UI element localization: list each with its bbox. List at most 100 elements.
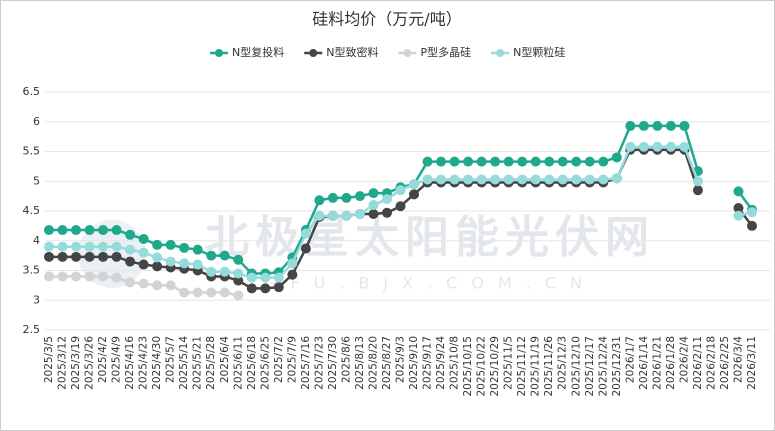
data-point [152, 252, 163, 263]
data-point [138, 259, 149, 270]
data-point [273, 272, 284, 283]
data-point [449, 174, 460, 185]
x-tick-label: 2025/3/5 [43, 336, 55, 383]
data-point [463, 174, 474, 185]
data-point [679, 120, 690, 131]
x-tick-label: 2025/8/20 [367, 336, 379, 390]
data-point [260, 272, 271, 283]
data-point [747, 220, 757, 231]
data-point [611, 152, 622, 163]
data-point [665, 141, 676, 152]
data-point [57, 241, 68, 252]
x-tick-label: 2025/9/17 [422, 336, 434, 390]
data-point [165, 280, 176, 291]
data-point [517, 174, 528, 185]
data-point [111, 241, 122, 252]
x-tick-label: 2025/7/2 [273, 336, 285, 383]
data-point [341, 210, 352, 221]
x-tick-label: 2025/11/26 [543, 336, 555, 397]
data-point [44, 271, 54, 282]
x-tick-label: 2025/5/14 [178, 336, 190, 390]
data-point [125, 277, 136, 288]
data-point [584, 156, 595, 167]
data-point [44, 241, 54, 252]
data-point [111, 225, 122, 236]
data-point [436, 156, 447, 167]
data-point [125, 229, 136, 240]
data-point [57, 251, 68, 262]
data-point [341, 192, 352, 203]
x-tick-label: 2026/2/4 [678, 336, 690, 383]
data-point [246, 272, 257, 283]
data-point [354, 208, 365, 219]
x-tick-label: 2025/6/4 [219, 336, 231, 383]
x-tick-label: 2025/6/25 [259, 336, 271, 390]
x-tick-label: 2025/4/23 [138, 336, 150, 390]
x-tick-label: 2025/5/7 [165, 336, 177, 383]
x-tick-label: 2026/1/21 [651, 336, 663, 390]
data-point [84, 241, 95, 252]
data-point [692, 176, 703, 187]
data-point [571, 156, 582, 167]
x-tick-label: 2026/2/18 [705, 336, 717, 390]
data-point [138, 278, 149, 289]
data-point [165, 239, 176, 250]
x-tick-label: 2025/4/9 [111, 336, 123, 383]
y-tick-label: 4.5 [23, 204, 41, 217]
data-point [517, 156, 528, 167]
legend-label: P型多晶硅 [420, 45, 471, 59]
legend-marker [496, 49, 505, 57]
data-point [449, 156, 460, 167]
data-point [436, 174, 447, 185]
data-point [233, 268, 244, 279]
data-point [233, 275, 244, 286]
x-tick-label: 2025/3/26 [84, 336, 96, 390]
data-point [84, 271, 95, 282]
data-point [219, 266, 230, 277]
data-point [611, 173, 622, 184]
data-point [206, 287, 217, 298]
data-point [652, 141, 663, 152]
x-tick-label: 2025/7/30 [327, 336, 339, 390]
legend-label: N型致密料 [326, 45, 378, 59]
data-point [409, 189, 420, 200]
data-point [57, 271, 68, 282]
data-point [490, 156, 501, 167]
data-point [125, 244, 136, 255]
data-point [422, 156, 433, 167]
x-tick-label: 2025/7/23 [313, 336, 325, 390]
legend-marker [215, 49, 223, 57]
data-point [192, 244, 203, 255]
data-point [111, 251, 122, 262]
legend-label: N型复投料 [232, 45, 284, 59]
data-point [98, 251, 109, 262]
data-point [219, 287, 230, 298]
x-tick-label: 2025/12/10 [570, 336, 582, 397]
y-tick-label: 5 [33, 174, 40, 187]
data-point [327, 210, 338, 221]
data-point [138, 233, 149, 244]
data-point [84, 225, 95, 236]
data-point [395, 185, 406, 196]
data-point [422, 174, 433, 185]
x-tick-label: 2026/3/11 [746, 336, 758, 390]
data-point [138, 247, 149, 258]
data-point [598, 156, 609, 167]
data-point [71, 241, 82, 252]
data-point [165, 256, 176, 267]
data-point [544, 174, 555, 185]
data-point [314, 210, 325, 221]
data-point [544, 156, 555, 167]
data-point [246, 283, 257, 294]
data-point [206, 266, 217, 277]
data-point [152, 239, 163, 250]
data-point [463, 156, 474, 167]
data-point [733, 210, 744, 221]
x-tick-label: 2026/1/7 [624, 336, 636, 383]
x-tick-label: 2025/10/29 [489, 336, 501, 397]
data-point [503, 156, 514, 167]
data-point [598, 174, 609, 185]
x-tick-label: 2025/10/15 [462, 336, 474, 397]
x-tick-label: 2025/10/8 [449, 336, 461, 390]
x-tick-label: 2025/4/16 [124, 336, 136, 390]
